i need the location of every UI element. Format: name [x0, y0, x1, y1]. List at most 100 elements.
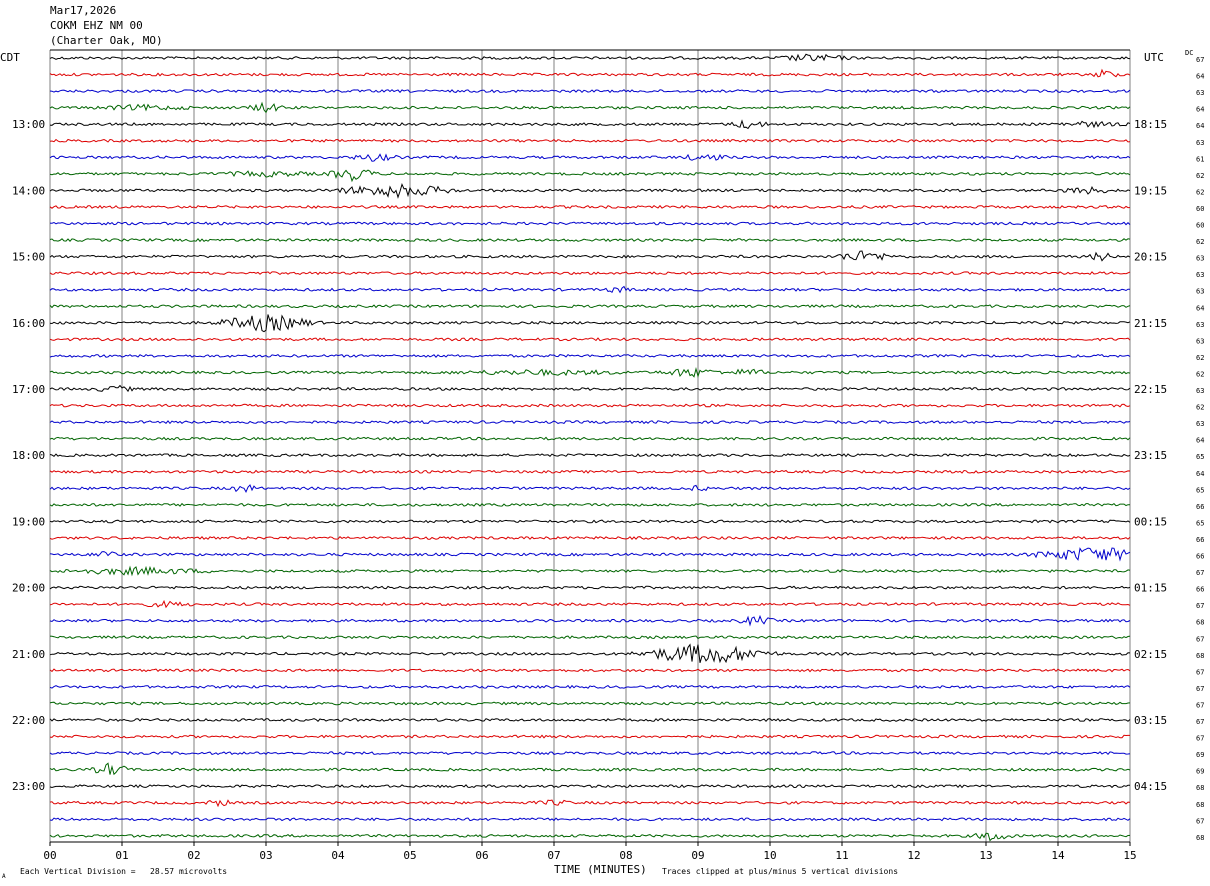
trace-black [49, 718, 1131, 723]
seismic-traces: 67 64 63 64 64 63 61 62 62 60 60 62 63 63 63 64 63 63 62 62… [49, 53, 1204, 842]
utc-hour-label: 04:15 [1134, 780, 1167, 793]
trace-blue [49, 285, 1131, 294]
trace-green [49, 304, 1131, 309]
x-tick-label: 15 [1123, 849, 1136, 862]
x-tick-label: 06 [475, 849, 488, 862]
dc-offset-label: 64 [1196, 437, 1204, 445]
dc-offset-label: 60 [1196, 205, 1204, 213]
dc-offset-label: 63 [1196, 420, 1204, 428]
trace-black [49, 784, 1130, 789]
trace-blue [49, 817, 1131, 822]
x-tick-label: 00 [43, 849, 56, 862]
trace-blue [49, 614, 1131, 627]
cdt-hour-label: 17:00 [12, 383, 45, 396]
dc-offset-label: 63 [1196, 255, 1204, 263]
x-tick-label: 09 [691, 849, 704, 862]
dc-offset-label: 67 [1196, 685, 1204, 693]
utc-hour-label: 21:15 [1134, 317, 1167, 330]
dc-offset-label: 62 [1196, 172, 1204, 180]
utc-hour-label: 22:15 [1134, 383, 1167, 396]
dc-offset-label: 64 [1196, 470, 1204, 478]
dc-offset-label: 66 [1196, 503, 1204, 511]
corner-mark: A [2, 873, 6, 880]
minute-grid [49, 49, 1131, 843]
utc-hour-label: 01:15 [1134, 582, 1167, 595]
dc-offset-label: 66 [1196, 553, 1204, 561]
trace-blue [49, 684, 1131, 690]
trace-blue [49, 484, 1131, 494]
cdt-hour-label: 13:00 [12, 118, 45, 131]
cdt-hour-label: 18:00 [12, 449, 45, 462]
trace-black [49, 585, 1131, 590]
x-tick-label: 13 [979, 849, 992, 862]
trace-red [49, 337, 1131, 342]
trace-red [49, 138, 1131, 143]
cdt-hour-label: 20:00 [12, 582, 45, 595]
trace-blue [49, 420, 1131, 425]
dc-offset-label: 64 [1196, 304, 1204, 312]
trace-green [49, 436, 1131, 441]
cdt-hour-label: 15:00 [12, 251, 45, 264]
x-axis-title: TIME (MINUTES) [554, 863, 647, 876]
trace-red [49, 68, 1131, 78]
trace-blue [49, 547, 1131, 562]
trace-black [49, 453, 1131, 458]
dc-offset-label: 67 [1196, 569, 1204, 577]
utc-hour-label: 20:15 [1134, 251, 1167, 264]
dc-offset-label: 62 [1196, 238, 1204, 246]
trace-black [49, 384, 1131, 393]
trace-red [49, 799, 1131, 808]
trace-black [49, 643, 1131, 664]
dc-offset-label: 67 [1196, 668, 1204, 676]
trace-blue [49, 221, 1131, 226]
station-code: COKM EHZ NM 00 [50, 19, 143, 32]
trace-green [49, 701, 1131, 706]
trace-green [49, 502, 1131, 507]
trace-green [49, 635, 1131, 640]
dc-offset-label: 67 [1196, 602, 1204, 610]
trace-black [49, 519, 1131, 524]
trace-green [49, 101, 1131, 114]
dc-label: DC [1185, 49, 1193, 57]
x-tick-label: 03 [259, 849, 272, 862]
trace-black [49, 182, 1131, 199]
trace-red [49, 599, 1131, 609]
dc-offset-label: 67 [1196, 817, 1204, 825]
trace-red [49, 535, 1131, 540]
dc-offset-label: 63 [1196, 288, 1204, 296]
trace-green [49, 366, 1131, 378]
dc-offset-label: 68 [1196, 834, 1204, 842]
dc-offset-label: 63 [1196, 271, 1204, 279]
dc-offset-label: 69 [1196, 751, 1204, 759]
trace-blue [49, 751, 1131, 756]
dc-offset-label: 63 [1196, 139, 1204, 147]
trace-red [49, 204, 1130, 209]
cdt-hour-label: 22:00 [12, 714, 45, 727]
dc-offset-label: 66 [1196, 536, 1204, 544]
dc-offset-label: 62 [1196, 370, 1204, 378]
station-location: (Charter Oak, MO) [50, 34, 163, 47]
dc-offset-label: 62 [1196, 354, 1204, 362]
x-tick-label: 11 [835, 849, 848, 862]
dc-offset-label: 65 [1196, 519, 1204, 527]
dc-offset-label: 63 [1196, 89, 1204, 97]
trace-red [49, 734, 1130, 739]
dc-offset-label: 68 [1196, 784, 1204, 792]
dc-offset-label: 68 [1196, 801, 1204, 809]
dc-offset-label: 66 [1196, 586, 1204, 594]
trace-green [49, 565, 1131, 577]
dc-offset-label: 68 [1196, 652, 1204, 660]
trace-blue [49, 153, 1131, 162]
clip-note: Traces clipped at plus/minus 5 vertical … [662, 867, 898, 876]
trace-red [49, 469, 1131, 474]
cdt-hour-label: 19:00 [12, 515, 45, 528]
dc-offset-label: 60 [1196, 222, 1204, 230]
dc-offset-label: 67 [1196, 56, 1204, 64]
dc-offset-label: 65 [1196, 486, 1204, 494]
x-tick-label: 02 [187, 849, 200, 862]
x-tick-label: 01 [115, 849, 128, 862]
utc-hour-label: 23:15 [1134, 449, 1167, 462]
x-tick-label: 08 [619, 849, 632, 862]
dc-offset-label: 64 [1196, 122, 1204, 130]
